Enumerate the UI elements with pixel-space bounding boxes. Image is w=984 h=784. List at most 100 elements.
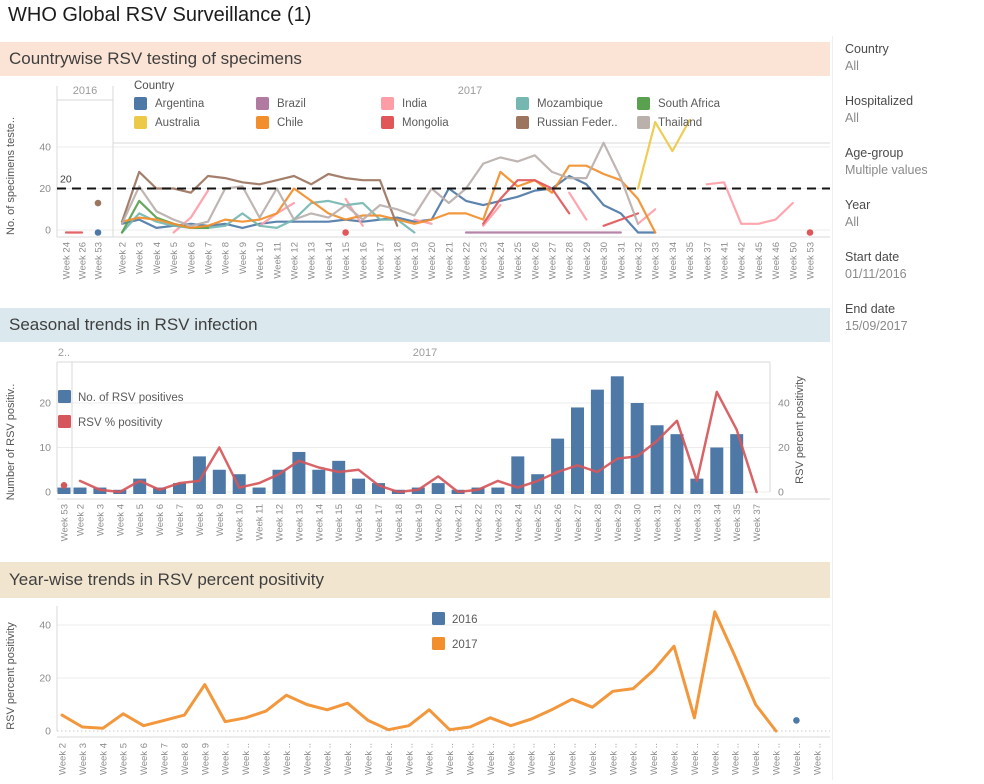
india-line[interactable] <box>172 189 210 234</box>
x-tick-label: Week .. <box>731 743 742 775</box>
rsv-positives-bar[interactable] <box>710 447 724 495</box>
rsv-positives-bar[interactable] <box>690 478 704 494</box>
rsv-positives-bar[interactable] <box>511 456 525 494</box>
right-tick-label: 0 <box>778 487 784 499</box>
rsv-positives-bar[interactable] <box>173 483 186 494</box>
filter-year-value[interactable]: All <box>845 215 859 229</box>
rsv-positives-bar[interactable] <box>352 478 366 494</box>
rsv-positives-bar[interactable] <box>113 489 127 494</box>
india-line[interactable] <box>568 191 588 221</box>
rsv-positives-bar[interactable] <box>212 469 226 494</box>
india-line[interactable] <box>705 181 794 225</box>
legend-swatch[interactable] <box>432 637 445 650</box>
x-tick-label: Week 19 <box>414 504 425 541</box>
filter-end-date-value[interactable]: 15/09/2017 <box>845 319 908 333</box>
pane-year-2016: 2016 <box>73 85 97 97</box>
filter-age-group: Age-group Multiple values <box>845 146 984 198</box>
x-tick-label: Week 6 <box>155 504 166 536</box>
rsv-positives-bar[interactable] <box>590 389 604 494</box>
russian-feder--point[interactable] <box>94 199 102 207</box>
rsv-positives-bar[interactable] <box>93 487 107 494</box>
rsv-positives-bar[interactable] <box>571 407 584 494</box>
rsv-positives-bar[interactable] <box>491 487 505 494</box>
rsv-positives-bar[interactable] <box>133 478 147 494</box>
y-tick-label: 20 <box>39 673 51 685</box>
x-tick-label: Week 2 <box>118 242 129 274</box>
india-line[interactable] <box>482 204 502 227</box>
filter-label: Start date <box>845 250 900 264</box>
mongolia-point[interactable] <box>806 229 814 236</box>
mongolia-point[interactable] <box>342 229 349 236</box>
rsv-positives-bar[interactable] <box>670 434 684 494</box>
rsv-positives-bar[interactable] <box>332 460 346 494</box>
argentina-line[interactable] <box>120 174 657 234</box>
rsv-positives-bar[interactable] <box>451 489 465 494</box>
rsv-positives-bar[interactable] <box>312 469 326 494</box>
y-tick-label: 20 <box>39 183 51 195</box>
filter-country-value[interactable]: All <box>845 59 859 73</box>
rsv-positives-bar[interactable] <box>153 487 167 494</box>
x-tick-label: Week 13 <box>307 242 318 279</box>
seasonal-chart[interactable]: 0 10 20 0 20 40 2.. 2017 Number of RSV positiv..… <box>0 342 830 562</box>
yearwise-chart[interactable]: 0 20 40 RSV percent positivity Week 2 Week 3 W… <box>0 598 830 784</box>
rsv-percent-positivity-point[interactable] <box>60 482 68 489</box>
legend-item-australia[interactable]: Australia <box>134 116 256 129</box>
x-tick-label: Week 31 <box>616 242 627 279</box>
x-tick-label: Week .. <box>425 743 436 775</box>
legend-item-thailand[interactable]: Thailand <box>637 116 826 129</box>
legend-swatch[interactable] <box>432 612 445 625</box>
rsv-positives-bar[interactable] <box>531 474 545 494</box>
argentina-point[interactable] <box>94 229 102 236</box>
rsv-positives-bar[interactable] <box>411 487 425 494</box>
rsv-positives-bar[interactable] <box>192 456 206 494</box>
south-africa-line[interactable] <box>120 199 210 234</box>
x-tick-label: Week .. <box>364 743 375 775</box>
rsv-percent-positivity-line[interactable] <box>78 390 758 494</box>
legend-swatch[interactable] <box>58 415 71 428</box>
rsv-positives-bar[interactable] <box>610 376 624 494</box>
rsv-positives-bar[interactable] <box>232 474 246 494</box>
legend-item-mozambique[interactable]: Mozambique <box>516 97 637 110</box>
india-line[interactable] <box>344 197 364 227</box>
legend-item-chile[interactable]: Chile <box>256 116 381 129</box>
rsv-positives-bar[interactable] <box>292 451 306 494</box>
filter-hospitalized-value[interactable]: All <box>845 111 859 125</box>
chile-line[interactable] <box>120 164 657 234</box>
legend-item-russian-feder-[interactable]: Russian Feder.. <box>516 116 637 129</box>
legend-item-argentina[interactable]: Argentina <box>134 97 256 110</box>
legend-item-brazil[interactable]: Brazil <box>256 97 381 110</box>
australia-line[interactable] <box>636 118 691 190</box>
rsv-positives-bar[interactable] <box>372 483 385 494</box>
rsv-positives-bar[interactable] <box>73 487 87 494</box>
rsv-positives-bar[interactable] <box>431 483 445 494</box>
x-tick-label: Week 26 <box>78 242 89 279</box>
rsv-positives-bar[interactable] <box>730 434 744 494</box>
positivity-2016-point[interactable] <box>793 717 800 724</box>
rsv-positives-bar[interactable] <box>630 403 644 494</box>
mongolia-line[interactable] <box>482 179 571 225</box>
thailand-line[interactable] <box>120 141 640 227</box>
rsv-positives-bar[interactable] <box>551 438 565 494</box>
legend-swatch[interactable] <box>58 390 71 403</box>
rsv-positives-bar[interactable] <box>57 487 71 494</box>
mongolia-line[interactable] <box>602 212 640 227</box>
rsv-positives-bar[interactable] <box>252 487 266 494</box>
rsv-positives-bar[interactable] <box>650 425 664 494</box>
india-line[interactable] <box>636 208 657 225</box>
india-line[interactable] <box>413 218 433 225</box>
positivity-2017-line[interactable] <box>60 610 778 733</box>
russian-feder--line[interactable] <box>120 170 399 227</box>
rsv-positives-bar[interactable] <box>471 487 485 494</box>
mozambique-line[interactable] <box>120 199 416 234</box>
legend-label: Brazil <box>277 97 306 110</box>
filter-age-group-value[interactable]: Multiple values <box>845 163 928 177</box>
legend-item-india[interactable]: India <box>381 97 516 110</box>
legend-item-south-africa[interactable]: South Africa <box>637 97 826 110</box>
legend-item-mongolia[interactable]: Mongolia <box>381 116 516 129</box>
rsv-positives-bar[interactable] <box>391 489 405 494</box>
india-line[interactable] <box>258 201 296 227</box>
x-tick-label: Week 25 <box>533 504 544 541</box>
rsv-positives-bar[interactable] <box>272 469 286 494</box>
left-tick-label: 0 <box>45 487 51 499</box>
filter-start-date-value[interactable]: 01/11/2016 <box>845 267 907 281</box>
